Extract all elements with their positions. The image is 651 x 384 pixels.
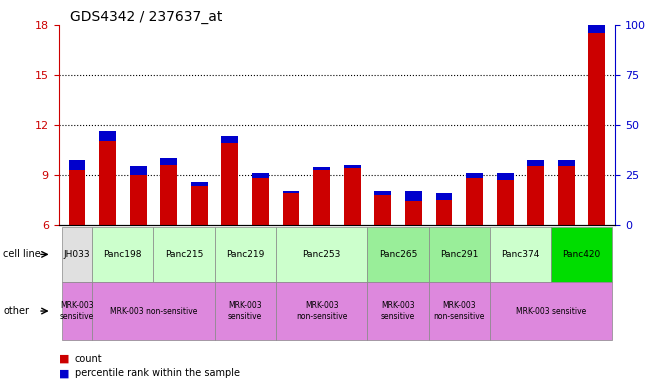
Text: MRK-003
sensitive: MRK-003 sensitive (60, 301, 94, 321)
Bar (589, 24, 605, 33)
Text: Panc219: Panc219 (226, 250, 264, 259)
Text: MRK-003
sensitive: MRK-003 sensitive (228, 301, 262, 321)
Text: ■: ■ (59, 354, 69, 364)
Bar (160, 158, 177, 165)
Text: count: count (75, 354, 102, 364)
Bar (99, 131, 116, 141)
Bar (313, 167, 330, 170)
Text: Panc374: Panc374 (501, 250, 540, 259)
Text: percentile rank within the sample: percentile rank within the sample (75, 368, 240, 378)
Bar (466, 178, 483, 225)
Bar (374, 191, 391, 195)
Bar (589, 33, 605, 225)
Bar (344, 168, 361, 225)
Text: other: other (3, 306, 29, 316)
Bar (527, 166, 544, 225)
Text: Panc253: Panc253 (303, 250, 340, 259)
Bar (130, 175, 146, 225)
Bar (252, 178, 269, 225)
Bar (466, 173, 483, 178)
Text: cell line: cell line (3, 249, 41, 260)
Bar (313, 170, 330, 225)
Text: GDS4342 / 237637_at: GDS4342 / 237637_at (70, 10, 222, 24)
Bar (527, 160, 544, 166)
Bar (497, 180, 514, 225)
Bar (191, 186, 208, 225)
Text: Panc265: Panc265 (379, 250, 417, 259)
Text: MRK-003
sensitive: MRK-003 sensitive (381, 301, 415, 321)
Bar (374, 195, 391, 225)
Text: Panc291: Panc291 (440, 250, 478, 259)
Bar (283, 193, 299, 225)
Bar (191, 182, 208, 186)
Text: Panc215: Panc215 (165, 250, 203, 259)
Bar (99, 141, 116, 225)
Bar (221, 143, 238, 225)
Text: MRK-003 non-sensitive: MRK-003 non-sensitive (110, 306, 197, 316)
Bar (497, 173, 514, 180)
Text: MRK-003
non-sensitive: MRK-003 non-sensitive (296, 301, 347, 321)
Bar (558, 166, 575, 225)
Bar (160, 165, 177, 225)
Bar (252, 173, 269, 178)
Bar (221, 136, 238, 143)
Bar (436, 200, 452, 225)
Bar (405, 201, 422, 225)
Text: ■: ■ (59, 368, 69, 378)
Bar (68, 170, 85, 225)
Bar (405, 191, 422, 201)
Text: Panc198: Panc198 (104, 250, 142, 259)
Bar (558, 160, 575, 166)
Text: MRK-003
non-sensitive: MRK-003 non-sensitive (434, 301, 485, 321)
Bar (68, 160, 85, 170)
Text: MRK-003 sensitive: MRK-003 sensitive (516, 306, 586, 316)
Bar (130, 166, 146, 175)
Text: JH033: JH033 (64, 250, 90, 259)
Bar (283, 190, 299, 193)
Text: Panc420: Panc420 (562, 250, 601, 259)
Bar (436, 193, 452, 200)
Bar (344, 165, 361, 168)
